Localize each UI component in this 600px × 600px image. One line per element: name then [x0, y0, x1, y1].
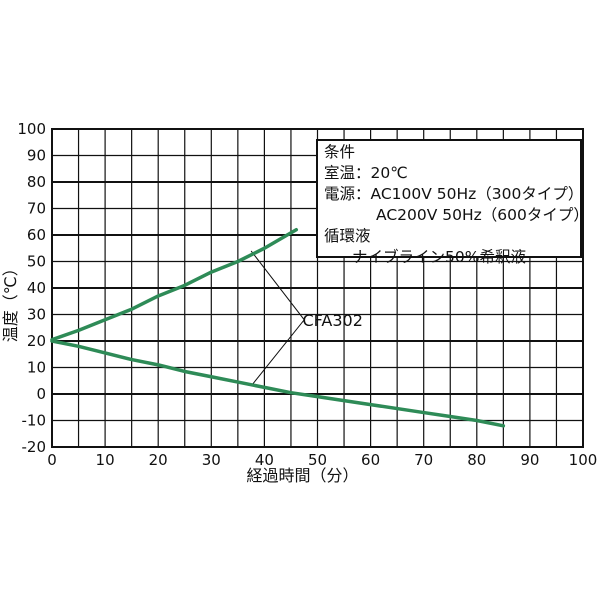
- conditions-fluid-label: 循環液: [324, 227, 371, 245]
- series-cooling-line: [50, 339, 506, 428]
- y-tick-label: -20: [22, 438, 47, 456]
- conditions-title: 条件: [324, 143, 356, 161]
- series-heating-line: [50, 227, 299, 342]
- x-tick-label: 40: [255, 451, 274, 469]
- annotation-label: CFA302: [303, 311, 363, 330]
- x-tick-label: 30: [202, 451, 221, 469]
- conditions-power-1: 電源：AC100V 50Hz（300タイプ）: [324, 185, 584, 203]
- y-tick-label: 90: [27, 147, 46, 165]
- plot-frame: [51, 128, 584, 448]
- y-tick-label: -10: [22, 412, 47, 430]
- x-tick-label: 10: [96, 451, 115, 469]
- x-tick-label: 90: [520, 451, 539, 469]
- x-tick-label: 0: [47, 451, 57, 469]
- y-tick-label: 60: [27, 226, 46, 244]
- annotation-leader: [250, 250, 305, 387]
- x-tick-label: 80: [467, 451, 486, 469]
- y-tick-label: 80: [27, 173, 46, 191]
- x-tick-label: 70: [414, 451, 433, 469]
- x-tick-label: 20: [149, 451, 168, 469]
- conditions-room-temp: 室温：20℃: [324, 164, 408, 182]
- conditions-fluid: ナイブライン50%希釈液: [352, 248, 526, 266]
- y-tick-label: 20: [27, 332, 46, 350]
- y-axis-label: 温度（℃）: [1, 260, 20, 342]
- y-tick-label: 50: [27, 253, 46, 271]
- x-tick-label: 50: [308, 451, 327, 469]
- conditions-power-2: AC200V 50Hz（600タイプ）: [376, 206, 589, 224]
- x-tick-label: 100: [569, 451, 598, 469]
- y-tick-label: 10: [27, 359, 46, 377]
- y-tick-label: 0: [36, 385, 46, 403]
- y-tick-label: 30: [27, 306, 46, 324]
- y-tick-label: 70: [27, 200, 46, 218]
- y-tick-label: 100: [17, 120, 46, 138]
- conditions-box: 条件 室温：20℃ 電源：AC100V 50Hz（300タイプ） AC200V …: [316, 139, 589, 266]
- x-axis-label: 経過時間（分）: [246, 466, 358, 485]
- y-tick-label: 40: [27, 279, 46, 297]
- x-tick-label: 60: [361, 451, 380, 469]
